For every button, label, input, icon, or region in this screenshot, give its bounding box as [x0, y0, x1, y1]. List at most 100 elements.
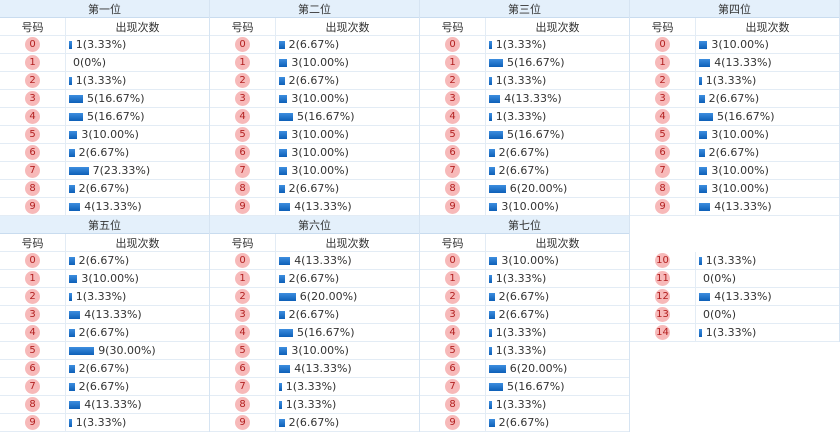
data-row: 6 2(6.67%)	[420, 144, 629, 162]
number-cell: 0	[210, 36, 276, 53]
count-cell: 5(16.67%)	[696, 108, 839, 125]
number-cell: 4	[0, 324, 66, 341]
number-ball: 0	[655, 37, 670, 52]
header-count: 出现次数	[745, 20, 790, 34]
data-row: 8 2(6.67%)	[210, 180, 419, 198]
number-ball: 9	[235, 415, 250, 430]
count-bar	[69, 76, 72, 85]
count-label: 3(10.00%)	[291, 146, 349, 159]
count-bar	[489, 310, 495, 319]
number-ball: 2	[445, 289, 460, 304]
count-label: 0(0%)	[703, 272, 737, 285]
digit-panel: 第四位 号码 出现次数 0 3(10.00%) 1 4(13.33%) 2 1(3.33%) 3 2…	[630, 0, 840, 216]
count-label: 3(10.00%)	[711, 164, 769, 177]
count-bar	[699, 166, 708, 175]
count-cell: 1(3.33%)	[66, 288, 209, 305]
count-label: 1(3.33%)	[285, 380, 337, 393]
count-label: 0(0%)	[703, 308, 737, 321]
count-cell: 1(3.33%)	[486, 324, 629, 341]
count-label: 3(10.00%)	[291, 128, 349, 141]
digit-panel: 第二位 号码 出现次数 0 2(6.67%) 1 3(10.00%) 2 2(6.67%) 3 3(…	[210, 0, 420, 216]
data-row: 4 5(16.67%)	[210, 108, 419, 126]
number-cell: 5	[420, 126, 486, 143]
count-cell: 5(16.67%)	[276, 324, 419, 341]
count-cell: 1(3.33%)	[276, 396, 419, 413]
header-count: 出现次数	[115, 20, 160, 34]
count-cell: 3(10.00%)	[486, 198, 629, 215]
count-cell: 2(6.67%)	[486, 162, 629, 179]
count-label: 2(6.67%)	[78, 182, 130, 195]
number-ball: 5	[445, 127, 460, 142]
count-label: 2(6.67%)	[78, 380, 130, 393]
header-count: 出现次数	[325, 20, 370, 34]
number-cell: 6	[420, 360, 486, 377]
count-label: 2(6.67%)	[288, 308, 340, 321]
count-bar	[279, 382, 282, 391]
data-row: 1 2(6.67%)	[210, 270, 419, 288]
number-cell: 8	[0, 180, 66, 197]
count-cell: 5(16.67%)	[66, 108, 209, 125]
number-cell: 8	[630, 180, 696, 197]
number-ball: 7	[445, 163, 460, 178]
data-row: 9 4(13.33%)	[210, 198, 419, 216]
number-ball: 4	[25, 109, 40, 124]
number-ball: 3	[655, 91, 670, 106]
count-bar	[489, 166, 495, 175]
data-row: 0 2(6.67%)	[0, 252, 209, 270]
number-ball: 4	[25, 325, 40, 340]
count-bar	[279, 112, 293, 121]
number-cell: 2	[0, 288, 66, 305]
header-number: 号码	[420, 18, 486, 35]
count-bar	[279, 400, 282, 409]
count-bar	[699, 256, 702, 265]
count-bar	[489, 364, 506, 373]
number-ball: 8	[25, 397, 40, 412]
data-row: 4 1(3.33%)	[420, 108, 629, 126]
count-cell: 1(3.33%)	[486, 36, 629, 53]
count-label: 5(16.67%)	[507, 56, 565, 69]
number-cell: 5	[0, 342, 66, 359]
number-ball: 9	[235, 199, 250, 214]
number-ball: 4	[655, 109, 670, 124]
count-bar	[69, 400, 81, 409]
data-row: 1 3(10.00%)	[0, 270, 209, 288]
count-label: 2(6.67%)	[288, 74, 340, 87]
count-bar	[69, 256, 75, 265]
count-bar	[699, 130, 708, 139]
count-bar	[699, 40, 708, 49]
digit-panel: 第七位 号码 出现次数 0 3(10.00%) 1 1(3.33%) 2 2(6.67%) 3 2(…	[420, 216, 630, 432]
count-cell: 6(20.00%)	[486, 360, 629, 377]
count-label: 3(10.00%)	[81, 272, 139, 285]
count-bar	[489, 328, 492, 337]
count-cell: 4(13.33%)	[696, 54, 839, 71]
number-cell: 14	[630, 324, 696, 341]
count-bar	[489, 184, 506, 193]
number-ball: 12	[655, 289, 670, 304]
number-ball: 0	[445, 37, 460, 52]
number-ball: 2	[655, 73, 670, 88]
count-cell: 3(10.00%)	[276, 126, 419, 143]
count-cell: 1(3.33%)	[486, 342, 629, 359]
count-label: 1(3.33%)	[495, 272, 547, 285]
number-ball: 3	[235, 91, 250, 106]
count-label: 3(10.00%)	[291, 56, 349, 69]
data-row: 8 4(13.33%)	[0, 396, 209, 414]
number-ball: 9	[445, 199, 460, 214]
data-row: 9 1(3.33%)	[0, 414, 209, 432]
data-row: 3 4(13.33%)	[0, 306, 209, 324]
count-label: 1(3.33%)	[75, 290, 127, 303]
data-row: 2 2(6.67%)	[420, 288, 629, 306]
number-cell: 1	[210, 270, 276, 287]
number-cell: 5	[0, 126, 66, 143]
data-row: 7 2(6.67%)	[0, 378, 209, 396]
number-ball: 11	[655, 271, 670, 286]
count-label: 5(16.67%)	[507, 380, 565, 393]
digit-panel: 第三位 号码 出现次数 0 1(3.33%) 1 5(16.67%) 2 1(3.33%) 3 4(…	[420, 0, 630, 216]
count-cell: 3(10.00%)	[276, 90, 419, 107]
number-cell: 9	[420, 198, 486, 215]
count-label: 1(3.33%)	[75, 38, 127, 51]
data-row: 6 2(6.67%)	[630, 144, 839, 162]
count-bar	[489, 202, 498, 211]
count-label: 1(3.33%)	[75, 416, 127, 429]
data-row: 8 1(3.33%)	[210, 396, 419, 414]
